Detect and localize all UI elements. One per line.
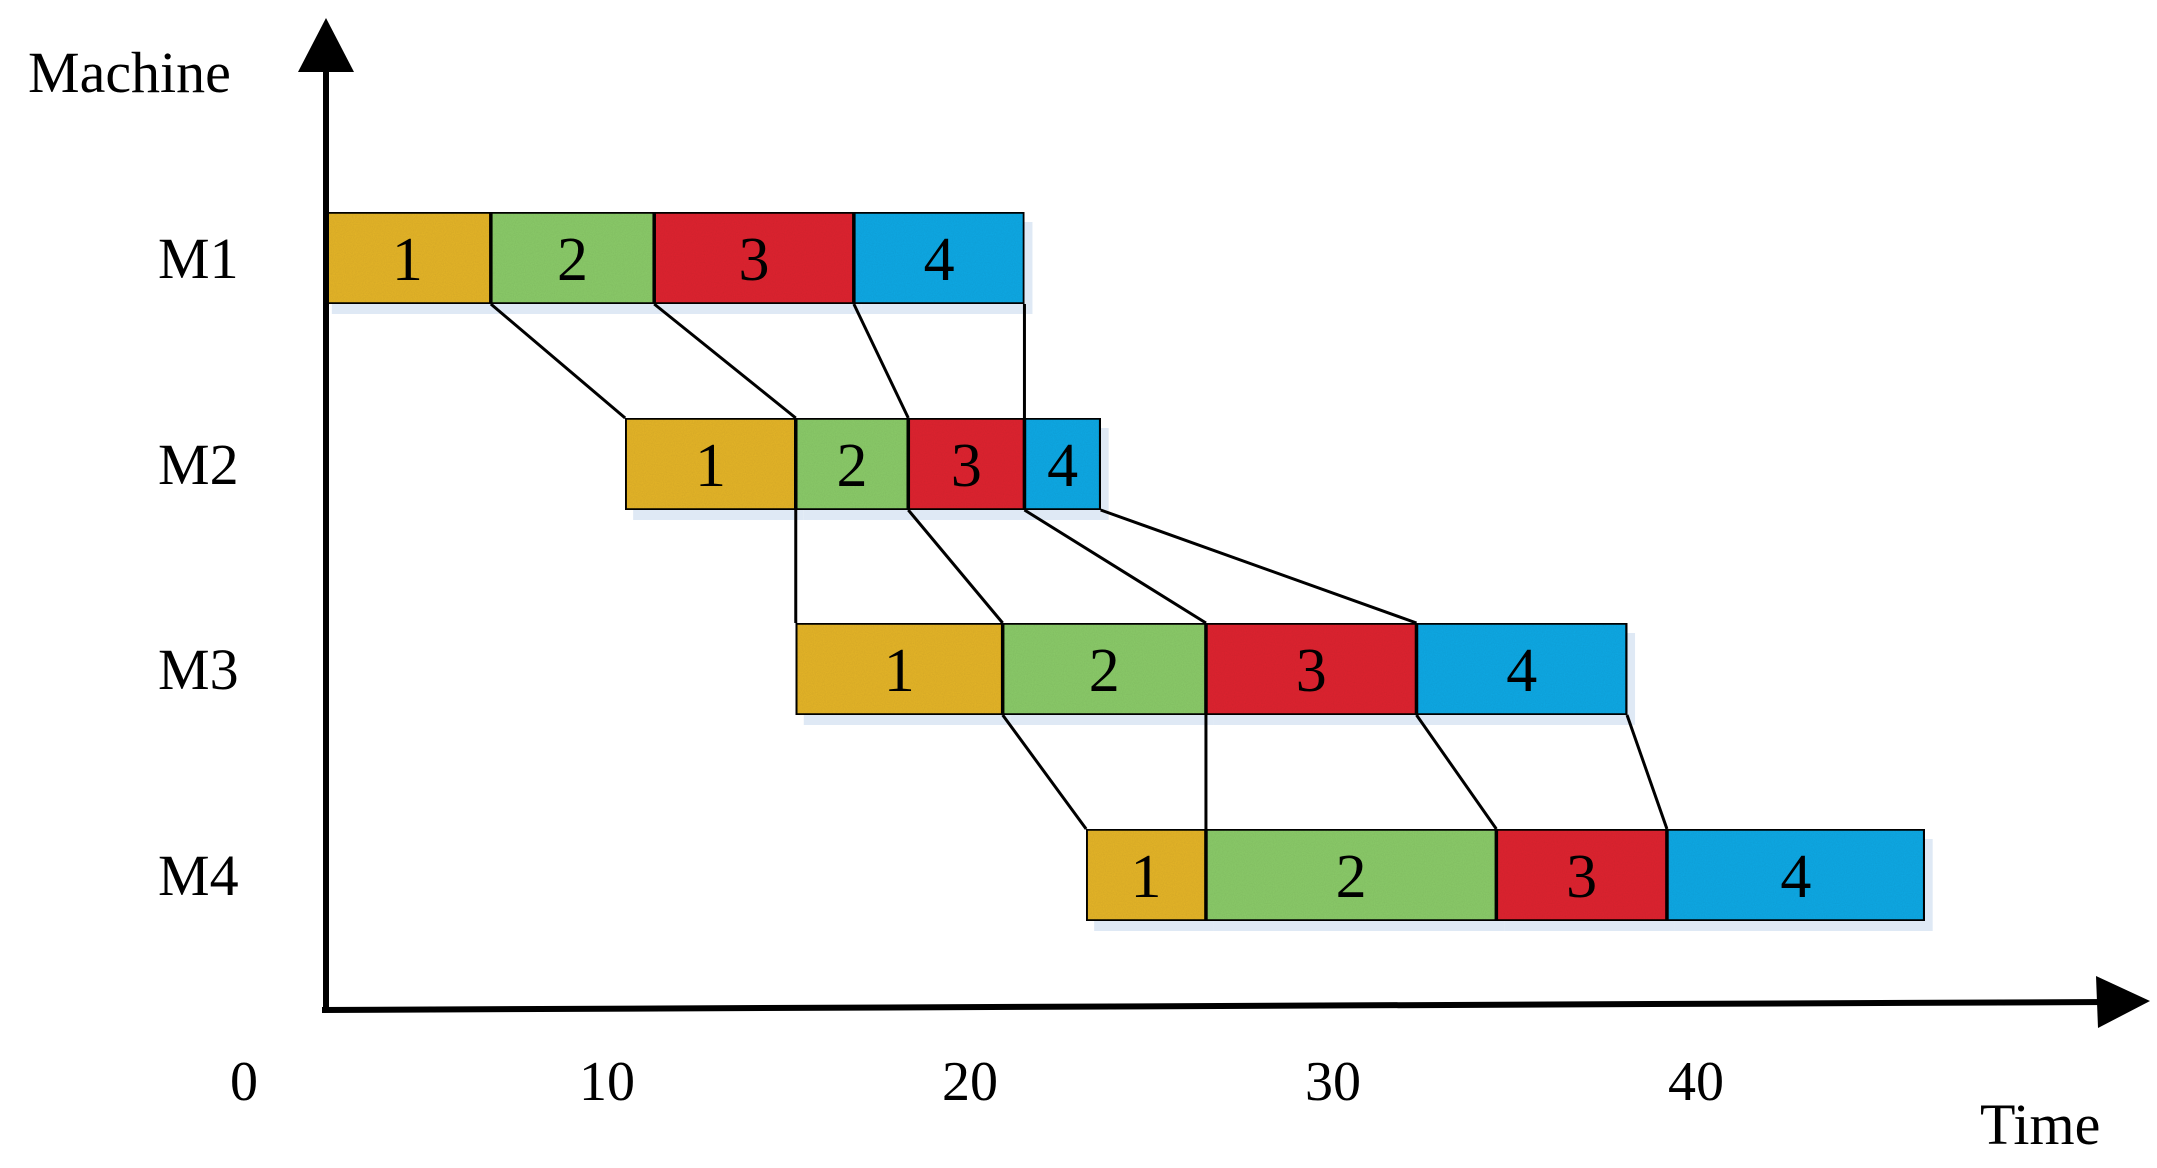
task-bar-m4-job-4: 4 (1665, 827, 1927, 923)
connector-job-4-m2-m3 (1100, 508, 1417, 625)
x-tick-label: 10 (579, 1051, 635, 1113)
task-bar-label: 4 (1780, 843, 1811, 911)
task-bar-rect (852, 210, 1027, 306)
task-bar-rect (623, 416, 798, 512)
connector-job-3-m1-m2 (852, 303, 910, 419)
task-bar-label: 4 (1047, 432, 1078, 500)
task-bar-label: 2 (837, 432, 868, 500)
task-bar-rect (489, 210, 656, 306)
task-bar-label: 1 (695, 432, 726, 500)
task-bar-m1-job-1: 1 (322, 210, 493, 306)
task-bar-m3-job-2: 2 (1000, 621, 1208, 717)
machine-label-m2: M2 (158, 432, 239, 497)
connector-job-2-m1-m2 (653, 302, 797, 420)
x-axis-arrow-icon (2096, 976, 2150, 1028)
task-bar-m3-job-3: 3 (1204, 621, 1419, 717)
task-bar-label: 1 (884, 637, 915, 705)
x-axis-line (321, 999, 2111, 1013)
task-bar-rect (794, 621, 1005, 717)
y-axis-arrow-icon (298, 18, 354, 72)
task-bar-m1-job-4: 4 (852, 210, 1027, 306)
x-tick-labels: 0 10 20 30 40 (230, 1051, 1724, 1113)
y-axis-title: Machine (28, 40, 231, 105)
task-bar-label: 3 (1296, 637, 1327, 705)
machine-label-m1: M1 (158, 226, 239, 291)
connector-job-4-m3-m4 (1625, 714, 1669, 830)
task-bar-rect (322, 210, 493, 306)
task-bar-m3-job-4: 4 (1414, 621, 1629, 717)
task-bars: 1 2 3 41 2 3 41 2 3 41 2 3 4 (322, 210, 1927, 923)
x-tick-label: 30 (1305, 1051, 1361, 1113)
task-bar-rect (906, 416, 1027, 512)
task-bar-label: 2 (1089, 637, 1120, 705)
task-bar-label: 1 (1131, 843, 1162, 911)
task-bar-m2-job-1: 1 (623, 416, 798, 512)
task-bar-label: 2 (1336, 843, 1367, 911)
task-bar-m2-job-2: 2 (794, 416, 911, 512)
task-bar-label: 4 (924, 226, 955, 294)
x-tick-label: 0 (230, 1051, 258, 1113)
task-bar-rect (1414, 621, 1629, 717)
task-bar-m2-job-3: 3 (906, 416, 1027, 512)
machine-label-m4: M4 (158, 843, 239, 908)
x-tick-label: 20 (942, 1051, 998, 1113)
task-bar-label: 3 (1566, 843, 1597, 911)
machine-label-m3: M3 (158, 637, 239, 702)
task-bar-rect (794, 416, 911, 512)
task-bar-label: 3 (951, 432, 982, 500)
task-bar-label: 3 (739, 226, 770, 294)
task-bar-label: 2 (557, 226, 588, 294)
connector-job-2-m2-m3 (907, 509, 1004, 624)
task-bar-rect (1494, 827, 1669, 923)
task-bar-rect (1204, 621, 1419, 717)
task-bar-m4-job-3: 3 (1494, 827, 1669, 923)
task-bar-rect (1022, 416, 1103, 512)
task-bar-m1-job-3: 3 (652, 210, 856, 306)
task-bar-m2-job-4: 4 (1022, 416, 1103, 512)
connector-job-1-m3-m4 (1001, 714, 1088, 830)
task-bar-rect (1084, 827, 1208, 923)
task-bar-m4-job-2: 2 (1204, 827, 1499, 923)
task-bar-rect (1665, 827, 1927, 923)
connector-job-1-m1-m2 (489, 302, 627, 420)
task-bar-m1-job-2: 2 (489, 210, 656, 306)
task-bar-m3-job-1: 1 (794, 621, 1005, 717)
task-bar-label: 4 (1506, 637, 1537, 705)
connector-job-3-m2-m3 (1023, 508, 1207, 625)
machine-labels: M1 M2 M3 M4 (158, 226, 239, 908)
precedence-connectors (489, 302, 1669, 830)
task-bar-label: 1 (392, 226, 423, 294)
task-bar-m4-job-1: 1 (1084, 827, 1208, 923)
x-axis-title: Time (1980, 1092, 2100, 1157)
x-tick-label: 40 (1668, 1051, 1724, 1113)
connector-job-3-m3-m4 (1415, 714, 1498, 830)
